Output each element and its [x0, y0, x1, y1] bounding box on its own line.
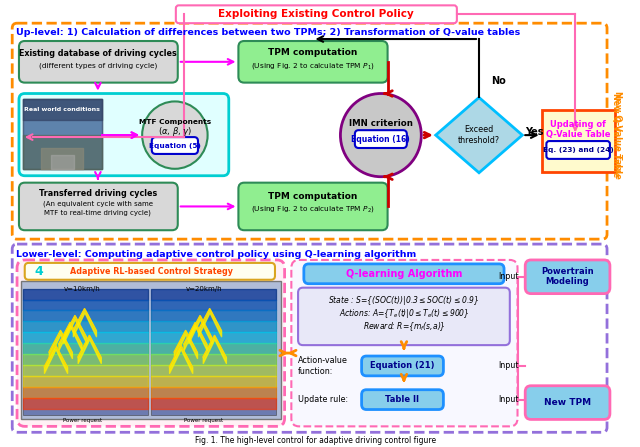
- Text: Lower-level: Computing adaptive control policy using Q-learning algorithm: Lower-level: Computing adaptive control …: [16, 250, 417, 259]
- Text: Q-Value Table: Q-Value Table: [546, 130, 611, 139]
- Text: v=10km/h: v=10km/h: [64, 286, 101, 292]
- Text: Action-value
function:: Action-value function:: [298, 356, 348, 375]
- Text: Input: Input: [498, 272, 518, 281]
- Text: ($\alpha$, $\beta$, $\gamma$): ($\alpha$, $\beta$, $\gamma$): [157, 125, 192, 138]
- Text: Input: Input: [498, 362, 518, 371]
- FancyBboxPatch shape: [541, 110, 615, 172]
- FancyBboxPatch shape: [25, 263, 275, 280]
- Text: Exploiting Existing Control Policy: Exploiting Existing Control Policy: [218, 9, 414, 19]
- Text: threshold?: threshold?: [458, 135, 500, 144]
- Text: Equation (16): Equation (16): [351, 135, 410, 143]
- FancyBboxPatch shape: [12, 244, 607, 432]
- FancyBboxPatch shape: [23, 289, 148, 415]
- Text: Yes: Yes: [525, 127, 544, 137]
- Text: Existing database of driving cycles: Existing database of driving cycles: [19, 49, 177, 59]
- Text: Power request: Power request: [184, 418, 223, 423]
- Text: IMN criterion: IMN criterion: [349, 119, 413, 128]
- FancyBboxPatch shape: [547, 141, 610, 159]
- Circle shape: [142, 101, 207, 169]
- FancyBboxPatch shape: [355, 130, 407, 148]
- Text: Q-learning Algorithm: Q-learning Algorithm: [346, 269, 462, 279]
- Text: Reward: $R$={$m_f$($s$,$a$)}: Reward: $R$={$m_f$($s$,$a$)}: [363, 320, 445, 333]
- Text: Input: Input: [498, 395, 518, 404]
- Text: New TPM: New TPM: [544, 398, 591, 407]
- Text: Update rule:: Update rule:: [298, 395, 348, 404]
- Text: Exceed: Exceed: [465, 125, 493, 134]
- Text: (Using Fig. 2 to calculate TPM $P_1$): (Using Fig. 2 to calculate TPM $P_1$): [251, 61, 374, 71]
- Text: Powertrain
Modeling: Powertrain Modeling: [541, 267, 594, 287]
- Text: Transferred driving cycles: Transferred driving cycles: [39, 189, 157, 198]
- FancyBboxPatch shape: [525, 386, 610, 419]
- FancyBboxPatch shape: [525, 260, 610, 294]
- FancyBboxPatch shape: [19, 93, 228, 176]
- Text: Up-level: 1) Calculation of differences between two TPMs; 2) Transformation of Q: Up-level: 1) Calculation of differences …: [16, 28, 520, 37]
- Circle shape: [340, 93, 421, 177]
- FancyBboxPatch shape: [298, 288, 510, 345]
- Text: Real world conditions: Real world conditions: [24, 107, 100, 112]
- FancyBboxPatch shape: [19, 183, 178, 230]
- FancyBboxPatch shape: [152, 137, 198, 154]
- FancyBboxPatch shape: [362, 356, 444, 376]
- Text: Updating of: Updating of: [550, 120, 606, 129]
- FancyBboxPatch shape: [23, 100, 102, 169]
- FancyBboxPatch shape: [304, 264, 504, 284]
- Text: Equation (5): Equation (5): [149, 143, 201, 148]
- Text: (An equivalent cycle with same: (An equivalent cycle with same: [43, 200, 153, 207]
- Text: Eq. (23) and (24): Eq. (23) and (24): [543, 147, 614, 153]
- FancyBboxPatch shape: [239, 183, 388, 230]
- FancyBboxPatch shape: [362, 390, 444, 409]
- Text: Equation (21): Equation (21): [370, 362, 435, 371]
- FancyBboxPatch shape: [12, 23, 607, 239]
- Text: MTF Components: MTF Components: [139, 119, 211, 125]
- FancyBboxPatch shape: [239, 41, 388, 83]
- Text: No: No: [492, 76, 506, 86]
- Text: v=20km/h: v=20km/h: [186, 286, 222, 292]
- Text: (Using Fig. 2 to calculate TPM $P_2$): (Using Fig. 2 to calculate TPM $P_2$): [251, 204, 374, 215]
- FancyBboxPatch shape: [17, 260, 285, 426]
- Text: (different types of driving cycle): (different types of driving cycle): [38, 63, 157, 69]
- Text: State : $S$={(SOC($t$))|0.3$\leq$SOC($t$)$\leq$0.9}: State : $S$={(SOC($t$))|0.3$\leq$SOC($t$…: [328, 294, 479, 307]
- Text: Power request: Power request: [63, 418, 102, 423]
- Text: TPM computation: TPM computation: [268, 192, 357, 201]
- FancyBboxPatch shape: [151, 289, 276, 415]
- FancyBboxPatch shape: [19, 41, 178, 83]
- Polygon shape: [436, 97, 522, 173]
- Text: New Q-Value Table: New Q-Value Table: [611, 93, 620, 177]
- Text: New Q-Value Table: New Q-Value Table: [613, 91, 622, 179]
- FancyBboxPatch shape: [21, 281, 281, 419]
- Text: MTF to real-time driving cycle): MTF to real-time driving cycle): [44, 209, 151, 215]
- Text: 4: 4: [35, 265, 44, 278]
- Text: Fig. 1. The high-level control for adaptive driving control figure: Fig. 1. The high-level control for adapt…: [195, 436, 436, 445]
- Text: Adaptive RL-based Control Strategy: Adaptive RL-based Control Strategy: [70, 267, 234, 276]
- Text: TPM computation: TPM computation: [268, 48, 357, 57]
- Text: Table II: Table II: [385, 395, 419, 404]
- FancyBboxPatch shape: [176, 5, 457, 23]
- FancyBboxPatch shape: [291, 260, 518, 426]
- Text: Actions: $A$={$T_e$($t$)|0$\leq$$T_e$($t$)$\leq$900}: Actions: $A$={$T_e$($t$)|0$\leq$$T_e$($t…: [339, 307, 469, 320]
